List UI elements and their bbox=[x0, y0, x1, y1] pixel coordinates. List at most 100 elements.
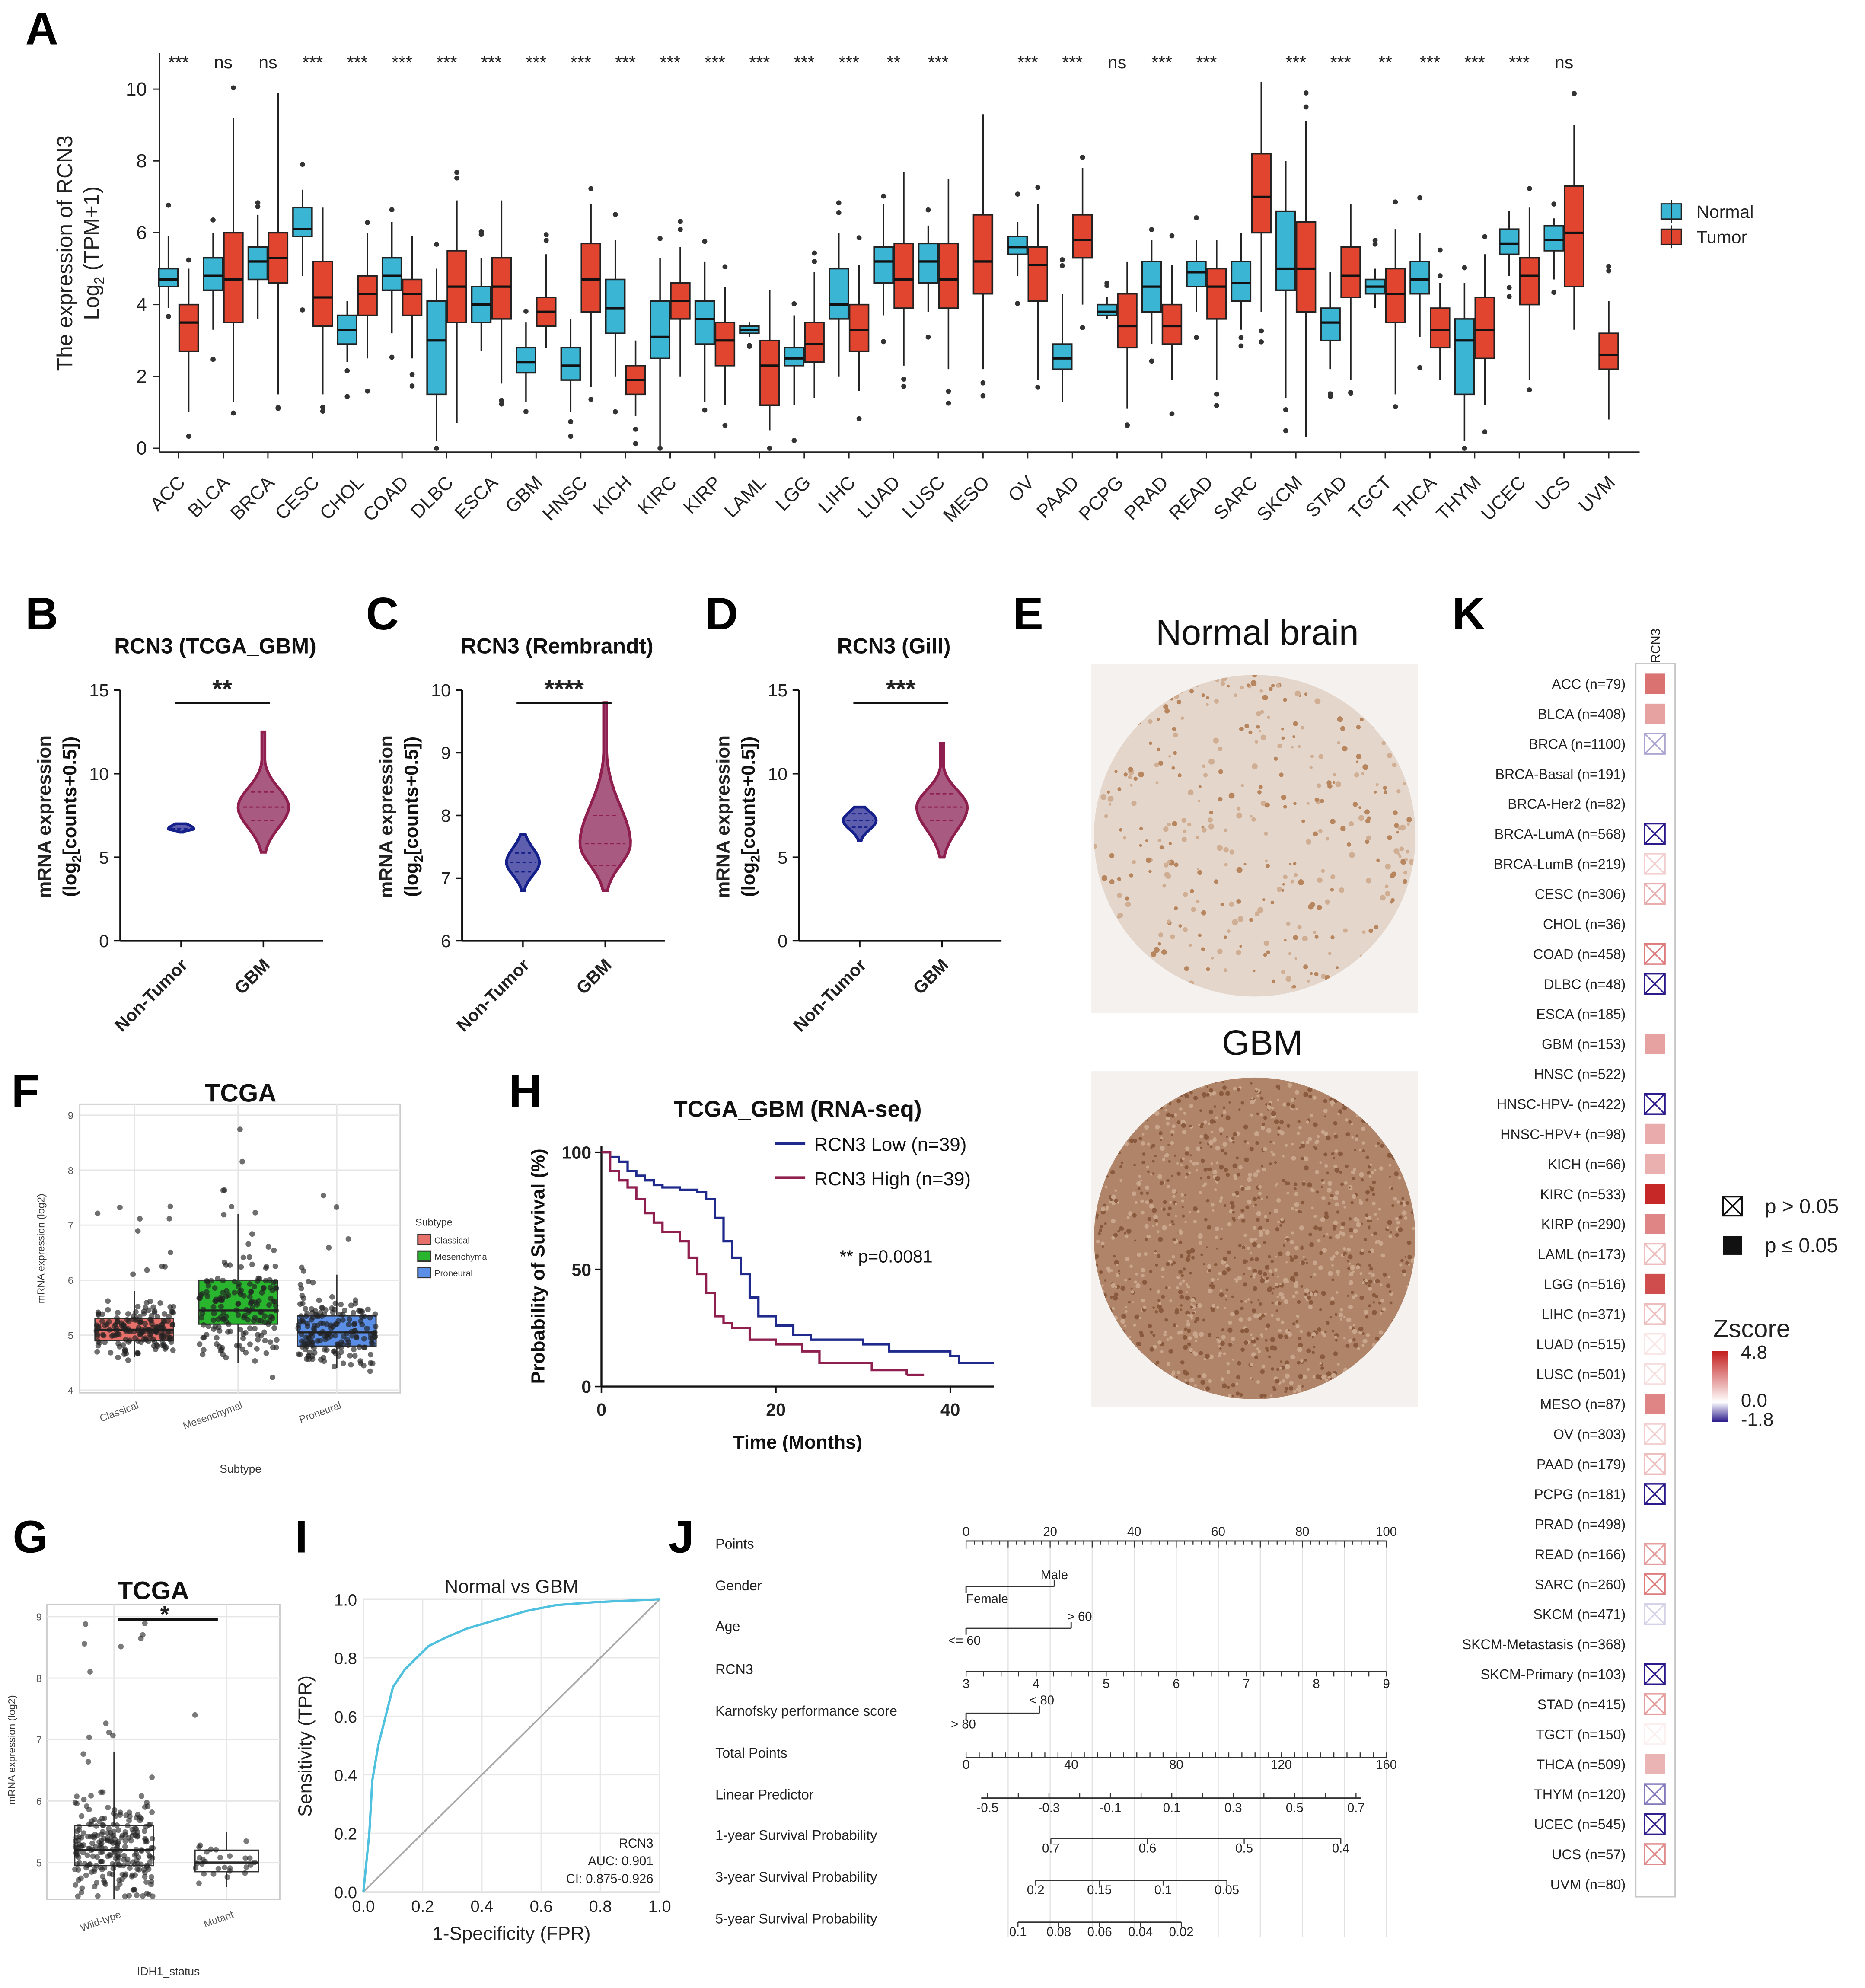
data-point bbox=[217, 1348, 223, 1354]
normal-STAD-outlier bbox=[1328, 394, 1333, 399]
cell bbox=[1215, 1235, 1218, 1239]
cell bbox=[1326, 1135, 1331, 1141]
data-point bbox=[204, 1278, 210, 1284]
cell bbox=[1164, 1318, 1168, 1322]
data-point bbox=[340, 1360, 346, 1366]
cell bbox=[1187, 1314, 1190, 1317]
normal-LIHC-outlier bbox=[836, 200, 842, 206]
data-point bbox=[108, 1350, 114, 1356]
cell bbox=[1290, 1257, 1294, 1262]
tumor-PCPG-outlier bbox=[1125, 423, 1130, 428]
cell bbox=[1240, 1213, 1245, 1219]
cell bbox=[1238, 1317, 1243, 1322]
tumor-THCA-outlier bbox=[1437, 247, 1443, 253]
cell bbox=[1394, 1171, 1399, 1176]
data-point bbox=[79, 1885, 85, 1891]
data-point bbox=[110, 1733, 116, 1739]
cell bbox=[1189, 689, 1194, 694]
cell bbox=[1251, 1337, 1255, 1340]
cell bbox=[1274, 1161, 1277, 1164]
normal-PAAD-box bbox=[1052, 343, 1073, 370]
data-point bbox=[252, 1283, 257, 1289]
cell bbox=[1349, 852, 1355, 858]
cell bbox=[1247, 1142, 1250, 1145]
row-label: KIRP (n=290) bbox=[1541, 1216, 1626, 1232]
cell bbox=[1353, 1217, 1358, 1222]
cell bbox=[1396, 1221, 1400, 1225]
cell bbox=[1243, 862, 1247, 866]
cell bbox=[1218, 769, 1223, 774]
cell bbox=[1126, 1229, 1132, 1234]
cell bbox=[1355, 1265, 1360, 1270]
legend-label: Classical bbox=[434, 1236, 470, 1246]
row-label: BRCA-LumA (n=568) bbox=[1495, 826, 1626, 842]
cell bbox=[1171, 1372, 1175, 1376]
chart-title: TCGA bbox=[118, 1577, 189, 1605]
km-curve-high bbox=[601, 1151, 908, 1375]
cell bbox=[1259, 1233, 1263, 1237]
x-tick-label: 0.4 bbox=[470, 1898, 493, 1916]
data-point bbox=[135, 1812, 141, 1818]
cell bbox=[1236, 1375, 1240, 1379]
cell bbox=[1151, 1208, 1157, 1213]
normal-LAML-outlier bbox=[747, 343, 752, 348]
cell bbox=[1298, 1343, 1303, 1348]
cell bbox=[1144, 1125, 1149, 1130]
cell bbox=[1191, 1256, 1195, 1260]
cell bbox=[1401, 1269, 1406, 1274]
cell bbox=[1322, 1248, 1327, 1253]
cell bbox=[1204, 1133, 1208, 1137]
cell bbox=[1234, 1190, 1240, 1196]
cell bbox=[1203, 1168, 1208, 1172]
cell bbox=[1406, 817, 1412, 823]
cell bbox=[1199, 1190, 1202, 1195]
cell bbox=[1164, 862, 1169, 868]
data-point bbox=[350, 1310, 356, 1316]
cell bbox=[1143, 1305, 1147, 1309]
data-point bbox=[255, 1278, 261, 1284]
data-point bbox=[142, 1620, 148, 1626]
cell bbox=[1119, 1179, 1123, 1182]
data-point bbox=[148, 1845, 154, 1851]
rcn3-tick-label: 3 bbox=[963, 1677, 969, 1691]
significance-label: *** bbox=[1017, 52, 1038, 72]
data-point bbox=[107, 1853, 113, 1859]
total-tick-label: 80 bbox=[1169, 1758, 1183, 1772]
cell bbox=[1274, 1268, 1278, 1272]
data-point bbox=[346, 1321, 352, 1327]
cell bbox=[1323, 1099, 1327, 1104]
cell bbox=[1123, 1324, 1127, 1328]
survival-tick-label: 0.06 bbox=[1087, 1925, 1112, 1939]
data-point bbox=[131, 1329, 137, 1335]
cell bbox=[1220, 681, 1225, 686]
cell bbox=[1281, 970, 1285, 975]
data-point bbox=[340, 1317, 346, 1323]
cell bbox=[1205, 703, 1209, 706]
cell bbox=[1395, 1233, 1399, 1237]
data-point bbox=[246, 1254, 252, 1260]
cell bbox=[1219, 1292, 1224, 1297]
cell bbox=[1256, 1169, 1260, 1174]
cell bbox=[1321, 1196, 1326, 1200]
cell bbox=[1240, 1329, 1245, 1334]
data-point bbox=[215, 1276, 221, 1281]
cell bbox=[1184, 1193, 1187, 1197]
cell bbox=[1266, 950, 1270, 954]
cell bbox=[1206, 696, 1209, 699]
cell bbox=[1292, 1295, 1296, 1299]
y-tick-label: 0.8 bbox=[334, 1650, 357, 1668]
row-label: SARC (n=260) bbox=[1535, 1576, 1626, 1592]
cell bbox=[1330, 887, 1334, 892]
cell bbox=[1194, 1384, 1197, 1387]
data-point bbox=[129, 1826, 135, 1832]
cell bbox=[1291, 1155, 1296, 1161]
cell bbox=[1183, 1335, 1187, 1340]
cell bbox=[1176, 1371, 1180, 1374]
cell bbox=[1294, 1090, 1300, 1095]
cell bbox=[1141, 1210, 1145, 1215]
cell bbox=[1215, 1161, 1219, 1165]
normal-LIHC-box bbox=[829, 268, 849, 320]
cell bbox=[1253, 1344, 1256, 1347]
cell bbox=[1329, 1236, 1333, 1239]
cell bbox=[1247, 1200, 1252, 1205]
